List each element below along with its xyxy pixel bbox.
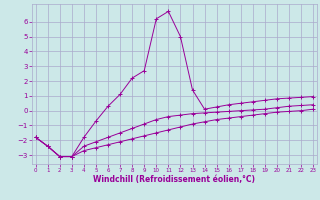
X-axis label: Windchill (Refroidissement éolien,°C): Windchill (Refroidissement éolien,°C) bbox=[93, 175, 255, 184]
